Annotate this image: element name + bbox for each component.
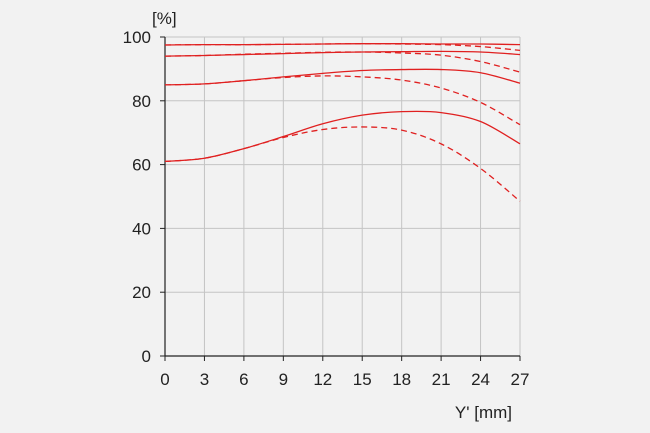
- series-line-5-solid: [164, 68, 521, 86]
- y-tick-label: 40: [132, 219, 151, 238]
- x-tick-label: 21: [432, 370, 451, 389]
- x-axis-label: Y' [mm]: [455, 403, 512, 422]
- series-line-1-solid: [164, 43, 521, 46]
- x-tick-label: 12: [313, 370, 332, 389]
- series-lines: [164, 43, 521, 202]
- tick-labels: 0 3 6 9 12 15 18 21 24 27 0 20 40 60 80 100: [123, 28, 530, 389]
- x-tick-label: 27: [511, 370, 530, 389]
- series-line-3-solid: [164, 50, 521, 57]
- y-tick-label: 100: [123, 28, 151, 47]
- series-line-8-dashed: [164, 126, 521, 202]
- axes: [164, 37, 520, 357]
- y-tick-label: 60: [132, 156, 151, 175]
- series-line-4-dashed: [164, 51, 521, 73]
- x-tick-label: 18: [392, 370, 411, 389]
- y-tick-label: 80: [132, 92, 151, 111]
- series-line-7-solid: [164, 110, 521, 163]
- x-tick-label: 9: [279, 370, 288, 389]
- y-tick-label: 20: [132, 283, 151, 302]
- y-axis-label: [%]: [152, 9, 177, 28]
- x-tick-label: 6: [239, 370, 248, 389]
- y-tick-label: 0: [142, 347, 151, 366]
- series-line-2-dashed: [164, 43, 521, 52]
- grid: [165, 36, 521, 356]
- x-tick-label: 24: [471, 370, 490, 389]
- x-tick-label: 15: [353, 370, 372, 389]
- x-tick-label: 0: [160, 370, 169, 389]
- x-tick-label: 3: [200, 370, 209, 389]
